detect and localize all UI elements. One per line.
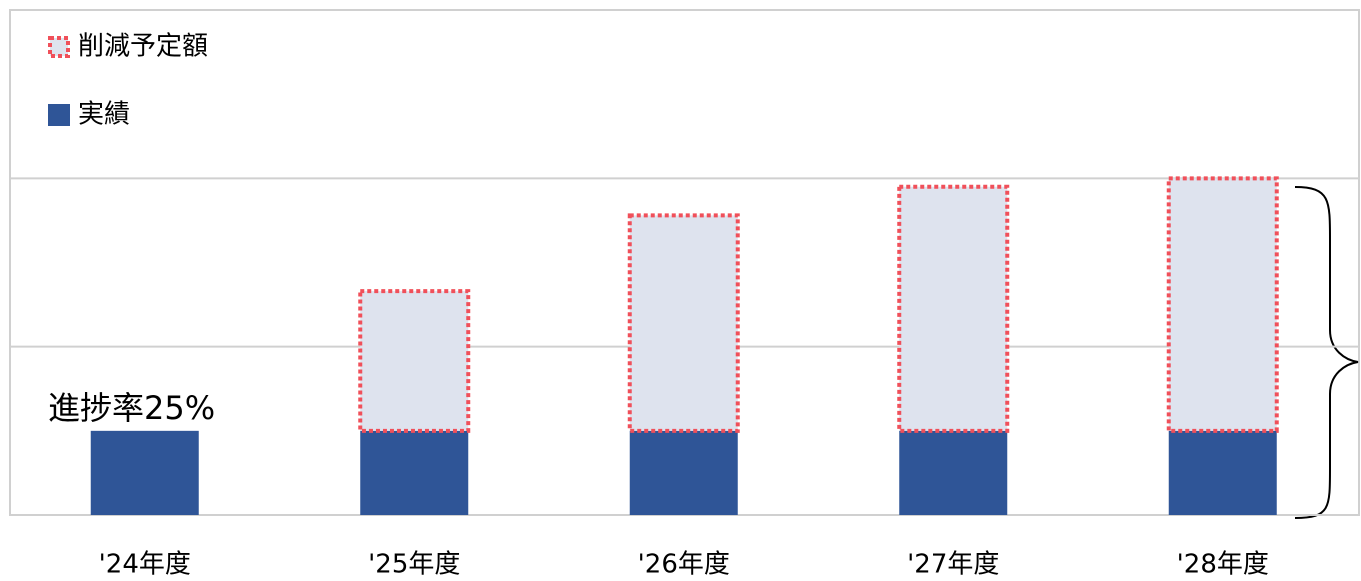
bar — [360, 430, 469, 515]
bar — [358, 289, 471, 433]
bar — [899, 430, 1008, 515]
legend-label: 削減予定額 — [78, 32, 208, 62]
x-tick-label: '27年度 — [907, 550, 999, 580]
x-tick-label: '25年度 — [368, 550, 460, 580]
bar — [897, 184, 1010, 433]
annotation: 進捗率25% — [48, 389, 215, 427]
bar — [1166, 176, 1279, 433]
legend-swatch — [48, 36, 70, 58]
bar — [1168, 430, 1277, 515]
x-tick-label: '28年度 — [1177, 550, 1269, 580]
brace — [1294, 186, 1359, 519]
legend-swatch — [48, 104, 70, 126]
x-tick-label: '24年度 — [99, 550, 191, 580]
bar — [90, 430, 199, 515]
x-tick-label: '26年度 — [638, 550, 730, 580]
legend-label: 実績 — [78, 100, 130, 130]
bar — [627, 213, 740, 433]
bar — [629, 430, 738, 515]
